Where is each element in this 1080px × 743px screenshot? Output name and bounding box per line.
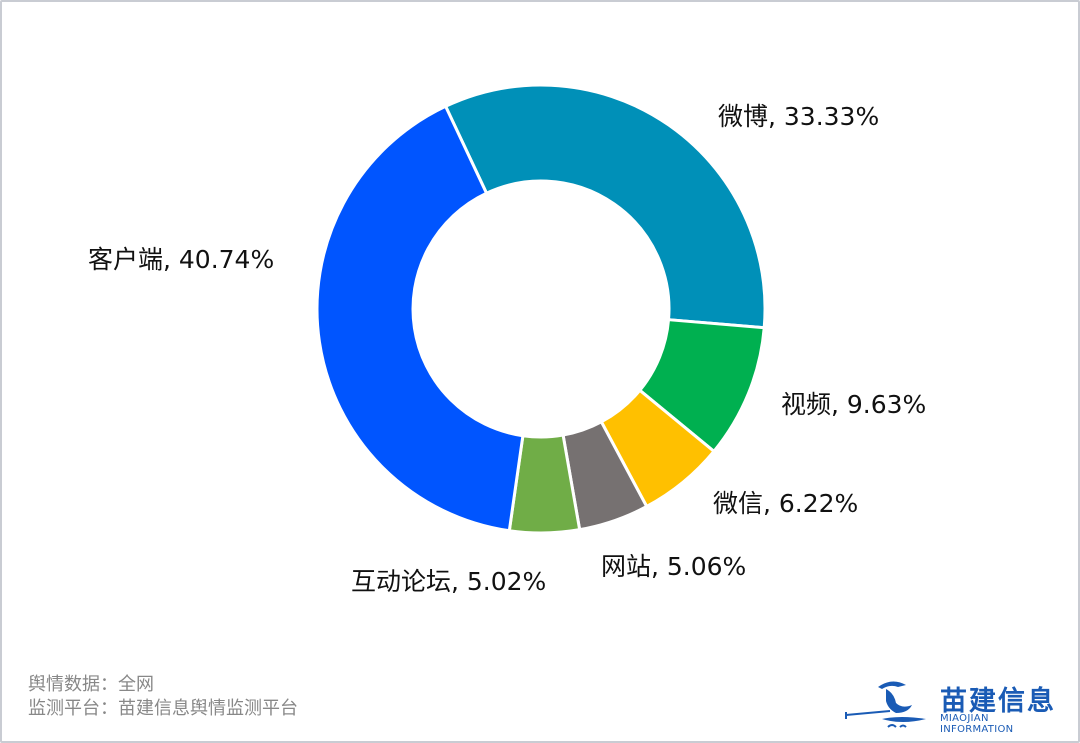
company-logo: 苗建信息 MIAOJIAN INFORMATION <box>842 675 1062 735</box>
label-forum: 互动论坛, 5.02% <box>351 567 547 596</box>
label-weibo: 微博, 33.33% <box>718 102 880 131</box>
data-source-text: 舆情数据：全网 <box>28 674 154 695</box>
label-client: 客户端, 40.74% <box>88 245 275 274</box>
logo-text-cn: 苗建信息 <box>940 686 1056 717</box>
slice-0 <box>443 83 767 330</box>
source-note: 舆情数据：全网 监测平台：苗建信息舆情监测平台 <box>28 673 298 721</box>
platform-text: 监测平台：苗建信息舆情监测平台 <box>28 698 298 719</box>
label-video: 视频, 9.63% <box>781 390 927 419</box>
fisherman-icon <box>845 681 926 728</box>
slice-5 <box>315 104 525 533</box>
logo-text-en: MIAOJIAN INFORMATION <box>940 713 1014 735</box>
label-wechat: 微信, 6.22% <box>713 489 859 518</box>
label-website: 网站, 5.06% <box>601 552 747 581</box>
